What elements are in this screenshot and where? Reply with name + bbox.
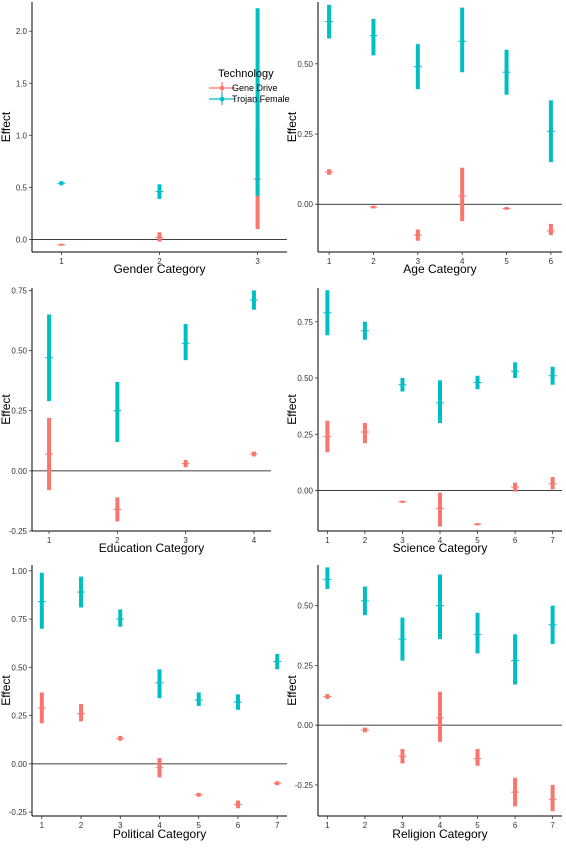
series-gene-drive — [325, 167, 555, 241]
y-tick-label: 0.5 — [16, 183, 28, 192]
x-tick-label: 6 — [513, 536, 518, 545]
legend-title: Technology — [218, 68, 274, 80]
y-tick-label: 0.75 — [11, 615, 27, 624]
x-tick-label: 7 — [550, 821, 555, 830]
series-trojan-female — [45, 290, 258, 442]
legend-key-dot — [219, 96, 225, 102]
x-tick-label: 3 — [118, 821, 123, 830]
y-tick-label: 1.00 — [11, 567, 27, 576]
x-tick-label: 3 — [255, 257, 260, 266]
y-tick-label: 0.00 — [297, 200, 313, 209]
x-tick-label: 4 — [157, 821, 162, 830]
y-tick-label: 0.75 — [11, 286, 27, 295]
x-tick-label: 1 — [327, 257, 332, 266]
x-tick-label: 2 — [363, 821, 368, 830]
series-gene-drive — [323, 691, 557, 812]
x-axis-title: Education Category — [99, 541, 204, 555]
y-axis-title: Effect — [285, 675, 299, 706]
y-axis-title: Effect — [285, 111, 299, 142]
x-tick-label: 2 — [371, 257, 376, 266]
x-axis-title: Political Category — [113, 827, 206, 841]
y-tick-label: 1.5 — [16, 79, 28, 88]
x-axis-title: Age Category — [403, 262, 476, 276]
x-tick-label: 3 — [400, 536, 405, 545]
x-tick-label: 7 — [275, 821, 280, 830]
y-axis-title: Effect — [0, 394, 13, 425]
y-axis-title: Effect — [0, 111, 13, 142]
legend-label: Gene Drive — [232, 83, 278, 93]
x-tick-label: 4 — [252, 536, 257, 545]
y-tick-label: 0.25 — [11, 712, 27, 721]
series-trojan-female — [323, 290, 557, 423]
x-tick-label: 3 — [400, 821, 405, 830]
chart-panel-3: -0.25 0.00 0.25 0.50 0.75 1 2 3 4 Education Categ… — [0, 286, 271, 555]
x-tick-label: 1 — [47, 536, 52, 545]
x-axis-title: Religion Category — [392, 827, 487, 841]
y-tick-label: 2.0 — [16, 27, 28, 36]
x-tick-label: 1 — [325, 821, 330, 830]
x-tick-label: 2 — [157, 257, 162, 266]
x-axis-title: Gender Category — [113, 262, 205, 276]
x-tick-label: 2 — [79, 821, 84, 830]
x-tick-label: 7 — [550, 536, 555, 545]
series-trojan-female — [37, 572, 282, 710]
chart-panel-5: -0.25 0.00 0.25 0.50 0.75 1.00 1 2 3 4 5 6 7 Politica… — [0, 565, 287, 841]
chart-panel-4: 0.00 0.25 0.50 0.75 1 2 3 4 5 6 7 Science Category E… — [285, 288, 562, 555]
legend-key-dot — [219, 85, 225, 91]
series-trojan-female — [57, 8, 262, 199]
y-tick-label: -0.25 — [295, 781, 314, 790]
x-tick-label: 2 — [363, 536, 368, 545]
chart-panel-2: 0.00 0.25 0.50 1 2 3 4 5 6 Age Category Effect — [285, 2, 562, 276]
y-tick-label: -0.25 — [9, 808, 28, 817]
x-tick-label: 6 — [549, 257, 554, 266]
x-tick-label: 4 — [438, 536, 443, 545]
x-tick-label: 5 — [504, 257, 509, 266]
y-tick-label: 0.00 — [11, 467, 27, 476]
y-tick-label: 0.00 — [297, 721, 313, 730]
y-tick-label: 0.75 — [297, 318, 313, 327]
x-tick-label: 5 — [197, 821, 202, 830]
x-tick-label: 3 — [416, 257, 421, 266]
series-gene-drive — [37, 692, 282, 809]
x-tick-label: 3 — [183, 536, 188, 545]
x-tick-label: 4 — [438, 821, 443, 830]
y-tick-label: 0.50 — [297, 60, 313, 69]
x-tick-label: 6 — [513, 821, 518, 830]
y-tick-label: 0.00 — [11, 760, 27, 769]
x-tick-label: 1 — [59, 257, 64, 266]
x-tick-label: 1 — [325, 536, 330, 545]
x-tick-label: 1 — [40, 821, 45, 830]
y-tick-label: 0.25 — [297, 430, 313, 439]
x-tick-label: 5 — [475, 536, 480, 545]
y-tick-label: 0.25 — [297, 661, 313, 670]
y-tick-label: 0.50 — [297, 374, 313, 383]
y-tick-label: 0.0 — [16, 236, 28, 245]
series-trojan-female — [325, 4, 555, 163]
y-tick-label: 0.50 — [11, 663, 27, 672]
y-tick-label: 0.50 — [297, 602, 313, 611]
y-axis-title: Effect — [285, 394, 299, 425]
y-tick-label: 0.50 — [11, 347, 27, 356]
y-tick-label: 0.00 — [297, 487, 313, 496]
y-tick-label: 0.25 — [11, 407, 27, 416]
chart-panel-6: -0.25 0.00 0.25 0.50 1 2 3 4 5 6 7 Religion Categor… — [285, 565, 562, 841]
series-gene-drive — [323, 420, 557, 527]
series-trojan-female — [323, 567, 557, 685]
chart-panel-1: 0.0 0.5 1.0 1.5 2.0 1 2 3 Gender Category Effect — [0, 2, 287, 276]
y-tick-label: -0.25 — [9, 527, 28, 536]
x-tick-label: 4 — [460, 257, 465, 266]
y-axis-title: Effect — [0, 675, 13, 706]
x-tick-label: 6 — [236, 821, 241, 830]
legend-label: Trojan Female — [232, 94, 290, 104]
x-tick-label: 2 — [115, 536, 120, 545]
x-tick-label: 5 — [475, 821, 480, 830]
y-tick-label: 0.25 — [297, 130, 313, 139]
series-gene-drive — [45, 417, 258, 522]
x-axis-title: Science Category — [393, 541, 488, 555]
y-tick-label: 1.0 — [16, 131, 28, 140]
